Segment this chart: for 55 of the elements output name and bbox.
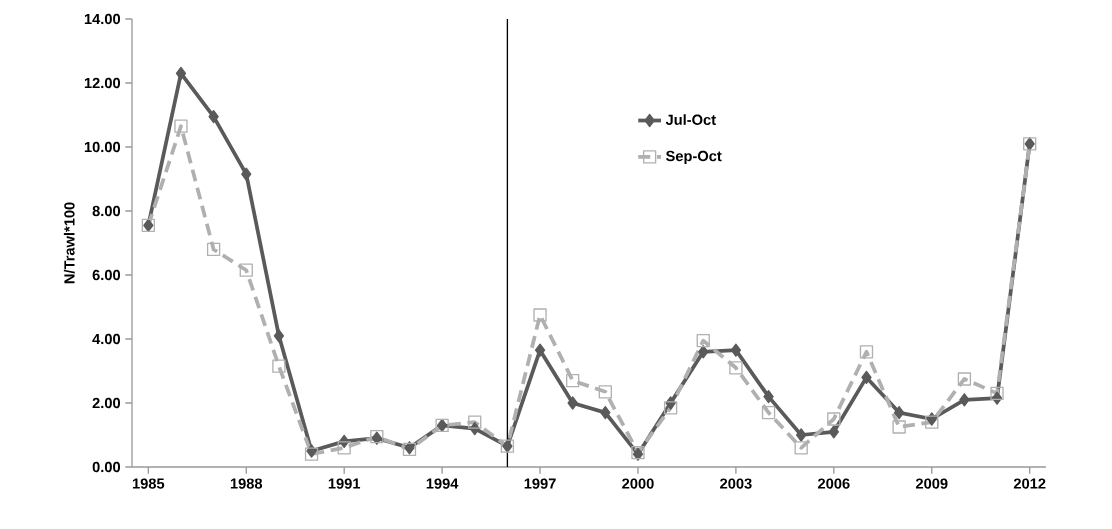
y-axis-title: N/Trawl*100 (63, 202, 75, 284)
point (175, 66, 187, 81)
y-tick-label: 8.00 (92, 205, 121, 217)
legend-label: Jul-Oct (665, 114, 716, 125)
point (892, 420, 906, 434)
x-tick-label: 2003 (720, 478, 752, 489)
point (534, 343, 546, 357)
point (957, 372, 972, 386)
point (859, 345, 874, 359)
x-tick-label: 1988 (230, 478, 263, 489)
point (566, 373, 580, 388)
x-tick-label: 1997 (524, 478, 556, 489)
y-tick-label: 2.00 (92, 397, 121, 409)
point (206, 242, 221, 257)
point (468, 415, 482, 429)
point (893, 405, 905, 420)
point (990, 386, 1004, 401)
point (600, 405, 611, 420)
point (273, 329, 285, 343)
point (663, 401, 678, 415)
y-tick-label: 12.00 (84, 77, 121, 89)
y-tick-label: 10.00 (84, 141, 121, 153)
y-tick-label: 0.00 (92, 461, 121, 473)
x-tick-label: 2012 (1013, 478, 1046, 489)
point (696, 333, 710, 348)
point (567, 396, 578, 410)
x-tick-label: 1994 (426, 478, 459, 489)
y-tick-label: 4.00 (92, 333, 121, 345)
x-tick-label: 2009 (915, 478, 948, 489)
point (763, 389, 774, 404)
point (796, 428, 807, 442)
point (730, 343, 742, 357)
point (959, 393, 970, 407)
point (861, 370, 872, 385)
x-tick-label: 1985 (132, 478, 165, 489)
point (337, 441, 351, 455)
point (239, 263, 253, 277)
legend-label: Sep-Oct (665, 150, 722, 165)
y-tick-label: 6.00 (92, 269, 121, 281)
point (698, 345, 709, 359)
point (828, 425, 839, 439)
point (761, 405, 776, 420)
point (827, 412, 841, 426)
point (174, 119, 188, 133)
point (533, 308, 547, 322)
x-tick-label: 2006 (818, 478, 850, 489)
x-tick-label: 2000 (622, 478, 654, 489)
x-tick-label: 1991 (328, 478, 361, 489)
point (241, 167, 252, 181)
point (598, 385, 612, 399)
y-tick-label: 14.00 (84, 13, 121, 25)
point (208, 109, 219, 124)
point (794, 441, 808, 455)
point (272, 359, 286, 373)
point (729, 361, 743, 375)
